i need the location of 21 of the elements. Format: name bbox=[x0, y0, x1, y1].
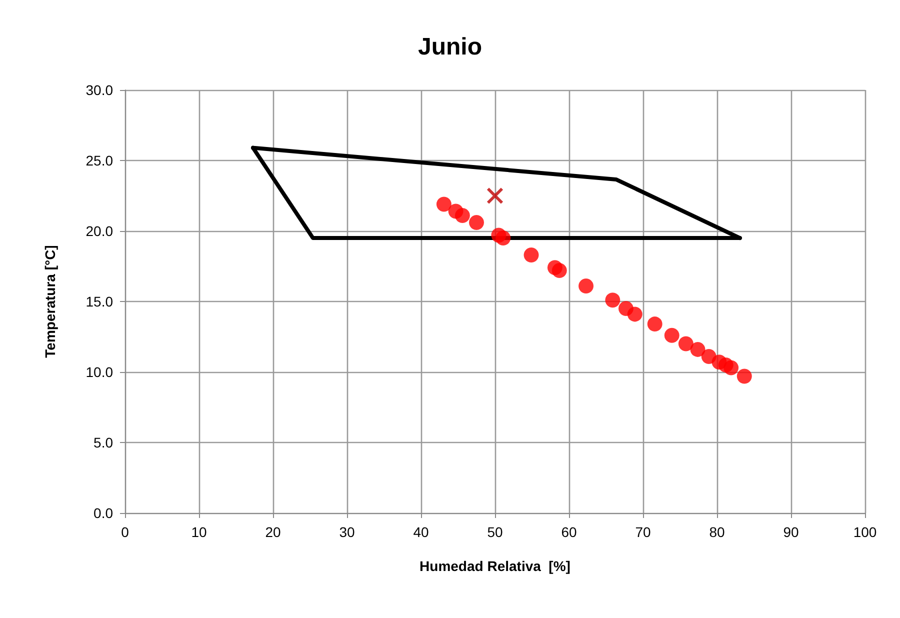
y-tick-label: 10.0 bbox=[86, 364, 114, 380]
y-tick-label: 30.0 bbox=[86, 82, 114, 98]
x-tick-label: 50 bbox=[487, 524, 503, 540]
x-tick-label: 80 bbox=[709, 524, 725, 540]
x-tick-label: 0 bbox=[121, 524, 130, 540]
chart-title: Junio bbox=[418, 34, 482, 60]
y-tick-label: 5.0 bbox=[94, 434, 114, 450]
x-tick-label: 70 bbox=[635, 524, 651, 540]
x-tick-label: 100 bbox=[853, 524, 877, 540]
x-tick-label: 60 bbox=[561, 524, 577, 540]
x-tick-label: 40 bbox=[413, 524, 429, 540]
y-tick-label: 25.0 bbox=[86, 152, 114, 168]
x-tick-label: 90 bbox=[783, 524, 799, 540]
y-tick-label: 20.0 bbox=[86, 223, 114, 239]
y-tick-label: 15.0 bbox=[86, 294, 114, 310]
x-tick-label: 30 bbox=[339, 524, 355, 540]
x-tick-label: 10 bbox=[191, 524, 207, 540]
x-axis-title: Humedad Relativa [%] bbox=[420, 558, 570, 574]
x-tick-label: 20 bbox=[265, 524, 281, 540]
y-tick-label: 0.0 bbox=[94, 505, 114, 521]
y-axis-title: Temperatura [°C] bbox=[42, 245, 58, 358]
